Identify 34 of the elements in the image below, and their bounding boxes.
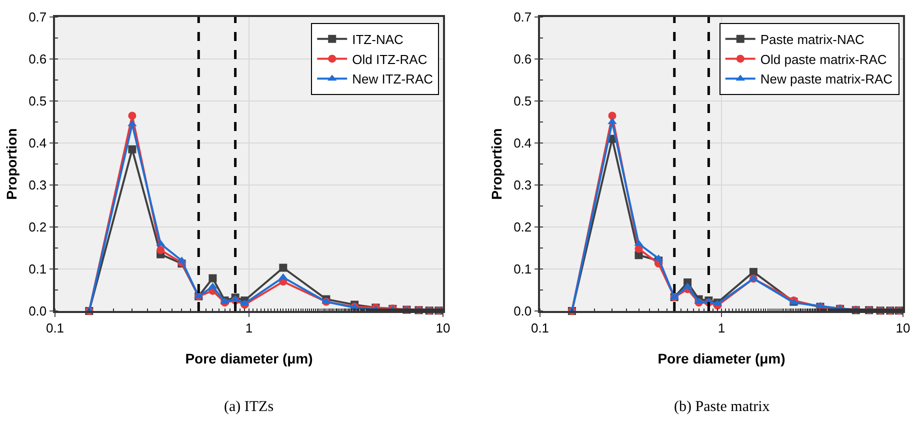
x-axis-title: Pore diameter (μm) — [658, 350, 786, 366]
y-tick-label: 0.4 — [514, 136, 532, 151]
y-tick-label: 0.5 — [28, 94, 47, 109]
legend-label: Old ITZ-RAC — [352, 52, 428, 67]
y-tick-label: 0.2 — [28, 220, 47, 235]
y-axis-title: Proportion — [488, 128, 504, 200]
y-tick-label: 0.0 — [28, 304, 47, 319]
y-tick-label: 0.3 — [28, 178, 47, 193]
text: (a) ITZs — [224, 399, 274, 415]
legend-label: Paste matrix-NAC — [760, 32, 864, 47]
x-tick-label: 0.1 — [46, 320, 64, 336]
y-tick-label: 0.1 — [514, 262, 532, 277]
y-tick-label: 0.7 — [514, 10, 532, 25]
y-tick-label: 0.0 — [514, 304, 532, 319]
x-tick-label: 1 — [718, 320, 726, 336]
legend-label: New ITZ-RAC — [352, 72, 434, 87]
y-tick-label: 0.2 — [514, 220, 532, 235]
text: (b) Paste matrix — [674, 399, 770, 415]
x-tick-label: 0.1 — [530, 320, 550, 336]
legend-label: New paste matrix-RAC — [760, 72, 893, 87]
y-tick-label: 0.3 — [514, 178, 532, 193]
y-tick-label: 0.6 — [28, 52, 47, 67]
y-tick-label: 0.1 — [28, 262, 47, 277]
y-axis-title: Proportion — [4, 128, 20, 200]
legend-label: Old paste matrix-RAC — [760, 52, 887, 67]
legend-label: ITZ-NAC — [352, 32, 404, 47]
y-tick-label: 0.5 — [514, 94, 532, 109]
y-tick-label: 0.7 — [28, 10, 47, 25]
x-tick-label: 10 — [436, 320, 450, 336]
y-tick-label: 0.6 — [514, 52, 532, 67]
x-axis-title: Pore diameter (μm) — [185, 350, 313, 366]
x-tick-label: 10 — [896, 320, 910, 336]
y-tick-label: 0.4 — [28, 136, 47, 151]
x-tick-label: 1 — [245, 320, 253, 336]
